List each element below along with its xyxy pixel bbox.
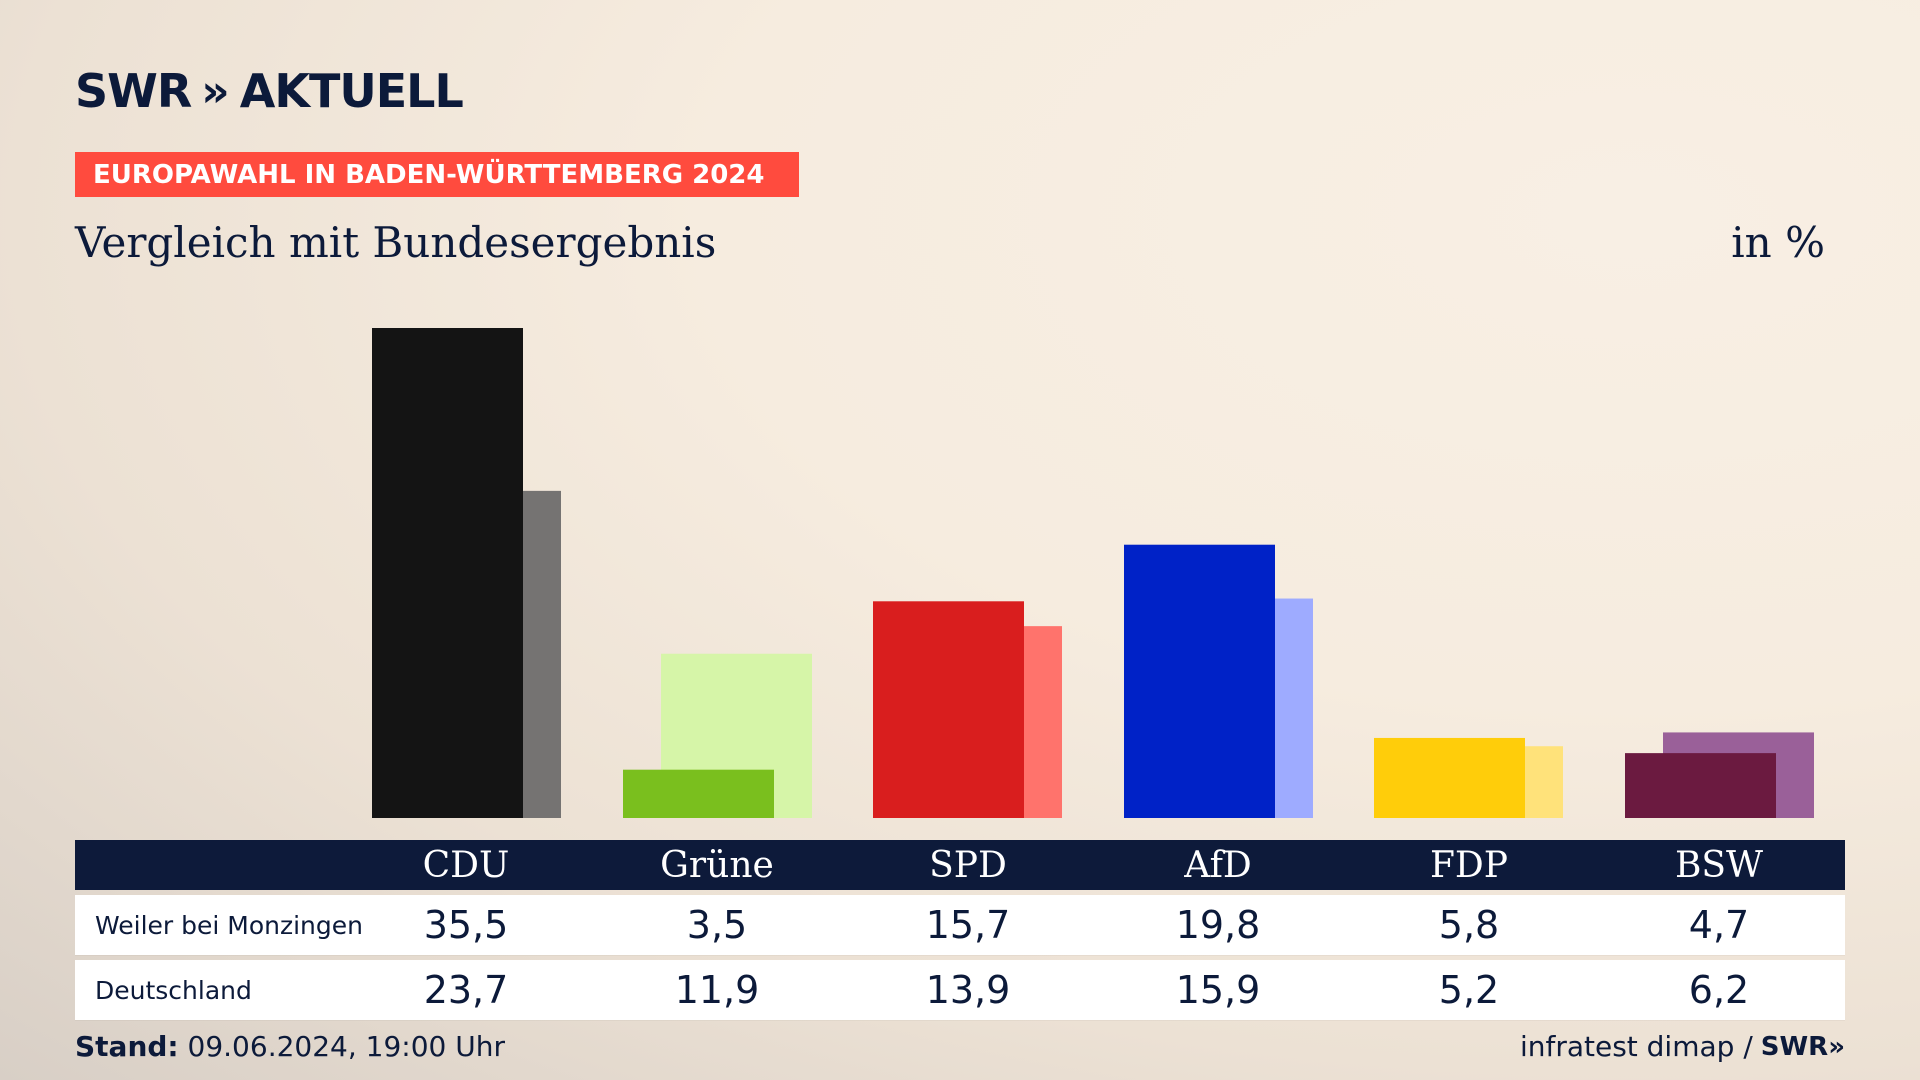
source-credit: infratest dimap / SWR» bbox=[1520, 1030, 1845, 1063]
column-header: SPD bbox=[929, 844, 1007, 886]
column-header: BSW bbox=[1674, 844, 1764, 886]
source-text: infratest dimap / bbox=[1519, 1030, 1753, 1063]
column-header: CDU bbox=[422, 844, 510, 886]
table-cell: 5,8 bbox=[1438, 903, 1500, 947]
bar-weiler-1 bbox=[623, 769, 774, 818]
bar-weiler-5 bbox=[1625, 753, 1776, 818]
column-header: Grüne bbox=[660, 844, 774, 886]
table-cell: 13,9 bbox=[925, 968, 1011, 1012]
unit-label: in % bbox=[1731, 218, 1825, 267]
stand-label: Stand: bbox=[75, 1030, 179, 1063]
results-table: CDU Grüne SPD AfD FDP BSW Weiler bei Monzinge… bbox=[75, 840, 1845, 1020]
swr-aktuell-logo: SWR » AKTUELL bbox=[75, 64, 464, 118]
table-cell: 15,7 bbox=[925, 903, 1011, 947]
table-row: Deutschland 23,7 11,9 13,9 15,9 5,2 6,2 bbox=[75, 960, 1845, 1020]
bar-chart bbox=[372, 328, 1814, 818]
table-cell: 19,8 bbox=[1175, 903, 1261, 947]
column-header: AfD bbox=[1184, 844, 1252, 886]
logo-aktuell-text: AKTUELL bbox=[239, 64, 464, 118]
table-cell: 4,7 bbox=[1688, 903, 1750, 947]
bar-weiler-3 bbox=[1124, 544, 1275, 818]
table-cell: 23,7 bbox=[423, 968, 509, 1012]
bar-weiler-2 bbox=[873, 601, 1024, 818]
timestamp: Stand: 09.06.2024, 19:00 Uhr bbox=[75, 1030, 505, 1063]
column-header: FDP bbox=[1429, 844, 1509, 886]
row-label: Weiler bei Monzingen bbox=[95, 910, 363, 940]
table-cell: 5,2 bbox=[1438, 968, 1500, 1012]
table-cell: 6,2 bbox=[1688, 968, 1750, 1012]
table-header-row: CDU Grüne SPD AfD FDP BSW bbox=[75, 840, 1845, 890]
row-label: Deutschland bbox=[95, 975, 252, 1005]
table-cell: 11,9 bbox=[674, 968, 760, 1012]
bar-weiler-0 bbox=[372, 328, 523, 818]
swr-mini-logo: SWR» bbox=[1760, 1031, 1845, 1062]
chart-subtitle: Vergleich mit Bundesergebnis bbox=[75, 218, 717, 267]
table-row: Weiler bei Monzingen 35,5 3,5 15,7 19,8 5,8 4… bbox=[75, 895, 1845, 955]
logo-swr-text: SWR bbox=[75, 64, 192, 118]
bar-weiler-4 bbox=[1374, 737, 1525, 818]
table-cell: 15,9 bbox=[1175, 968, 1261, 1012]
table-cell: 3,5 bbox=[686, 903, 748, 947]
table-cell: 35,5 bbox=[423, 903, 509, 947]
stand-value: 09.06.2024, 19:00 Uhr bbox=[187, 1030, 505, 1063]
kicker-banner: EUROPAWAHL IN BADEN-WÜRTTEMBERG 2024 bbox=[75, 152, 799, 197]
